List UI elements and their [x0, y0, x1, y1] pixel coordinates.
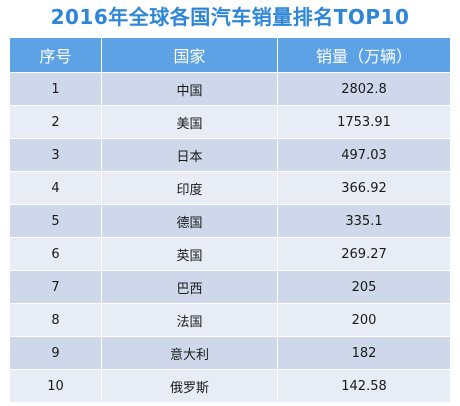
- country-cell: 英国: [101, 237, 278, 271]
- country-cell: 法国: [101, 303, 278, 337]
- header-country: 国家: [101, 37, 278, 73]
- sales-cell: 366.92: [277, 171, 451, 205]
- table-row: 6 英国 269.27: [9, 237, 451, 271]
- sales-cell: 269.27: [277, 237, 451, 271]
- sales-cell: 142.58: [277, 369, 451, 403]
- country-cell: 俄罗斯: [101, 369, 278, 403]
- table-row: 2 美国 1753.91: [9, 105, 451, 139]
- sales-cell: 2802.8: [277, 72, 451, 106]
- table-row: 7 巴西 205: [9, 270, 451, 304]
- rank-cell: 2: [9, 105, 102, 139]
- rank-cell: 7: [9, 270, 102, 304]
- ranking-table: 序号 国家 销量（万辆） 1 中国 2802.8 2 美国 1753.91 3 日本 497.0…: [9, 37, 451, 403]
- table-row: 10 俄罗斯 142.58: [9, 369, 451, 403]
- sales-cell: 335.1: [277, 204, 451, 238]
- country-cell: 德国: [101, 204, 278, 238]
- table-row: 5 德国 335.1: [9, 204, 451, 238]
- sales-cell: 205: [277, 270, 451, 304]
- table-row: 8 法国 200: [9, 303, 451, 337]
- rank-cell: 8: [9, 303, 102, 337]
- country-cell: 印度: [101, 171, 278, 205]
- country-cell: 日本: [101, 138, 278, 172]
- chart-title: 2016年全球各国汽车销量排名TOP10: [50, 5, 410, 29]
- rank-cell: 5: [9, 204, 102, 238]
- rank-cell: 1: [9, 72, 102, 106]
- table-row: 3 日本 497.03: [9, 138, 451, 172]
- sales-cell: 497.03: [277, 138, 451, 172]
- table-header-row: 序号 国家 销量（万辆）: [9, 37, 451, 73]
- table-row: 9 意大利 182: [9, 336, 451, 370]
- country-cell: 意大利: [101, 336, 278, 370]
- sales-cell: 1753.91: [277, 105, 451, 139]
- table-body: 1 中国 2802.8 2 美国 1753.91 3 日本 497.03 4 印度 366.92 5 德国…: [9, 72, 451, 403]
- sales-cell: 200: [277, 303, 451, 337]
- country-cell: 中国: [101, 72, 278, 106]
- country-cell: 美国: [101, 105, 278, 139]
- header-rank: 序号: [9, 37, 102, 73]
- rank-cell: 3: [9, 138, 102, 172]
- table-row: 1 中国 2802.8: [9, 72, 451, 106]
- rank-cell: 9: [9, 336, 102, 370]
- table-row: 4 印度 366.92: [9, 171, 451, 205]
- sales-cell: 182: [277, 336, 451, 370]
- header-sales: 销量（万辆）: [277, 37, 451, 73]
- country-cell: 巴西: [101, 270, 278, 304]
- rank-cell: 6: [9, 237, 102, 271]
- rank-cell: 4: [9, 171, 102, 205]
- rank-cell: 10: [9, 369, 102, 403]
